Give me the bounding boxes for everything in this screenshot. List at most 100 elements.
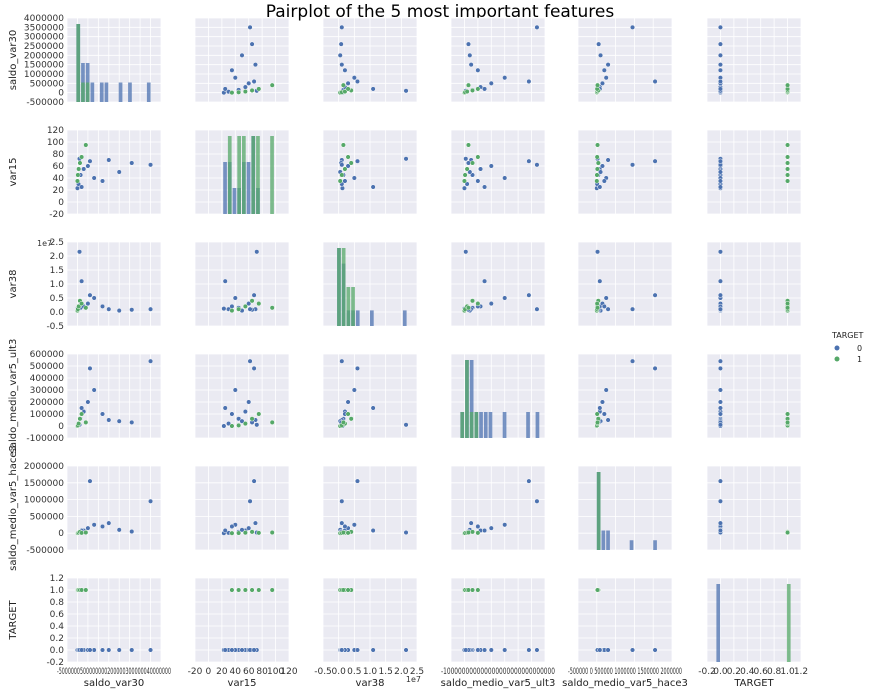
point-0 [345, 399, 351, 405]
point-0 [605, 62, 611, 68]
point-1 [236, 306, 242, 312]
point-1 [345, 587, 351, 593]
point-0 [717, 24, 723, 30]
panel-saldo_medio_var5_ult3-vs-saldo_medio_var5_hace3 [578, 354, 672, 438]
point-0 [76, 249, 83, 255]
point-0 [338, 41, 344, 47]
point-0 [717, 158, 723, 164]
point-1 [785, 160, 791, 166]
point-1 [249, 529, 255, 535]
y-tick-label: 2.0 [50, 252, 65, 262]
hist-bar-0 [104, 82, 109, 102]
point-0 [599, 399, 605, 405]
point-1 [75, 172, 81, 178]
point-1 [345, 530, 351, 536]
point-0 [652, 365, 658, 371]
point-0 [222, 278, 228, 284]
hist-bar-0 [223, 162, 227, 214]
hist-bar-1 [346, 287, 351, 326]
point-0 [87, 158, 93, 164]
y-axis-label: saldo_medio_var5_hace3 [8, 445, 19, 571]
point-0 [717, 365, 723, 371]
point-0 [339, 520, 345, 526]
point-0 [597, 405, 603, 411]
hist-bar-0 [535, 412, 540, 438]
panel-saldo_var30-vs-var15 [195, 18, 289, 102]
point-1 [340, 142, 346, 148]
x-axis-label: saldo_medio_var5_ult3 [441, 678, 556, 689]
point-0 [351, 387, 357, 393]
point-0 [91, 387, 97, 393]
point-0 [254, 249, 260, 255]
panel-saldo_medio_var5_hace3-vs-saldo_var30 [67, 466, 161, 550]
panel-saldo_medio_var5_ult3-vs-var15 [195, 354, 289, 438]
point-0 [339, 647, 345, 653]
point-1 [249, 298, 255, 304]
point-0 [482, 527, 488, 534]
point-1 [345, 411, 351, 417]
point-0 [488, 80, 494, 86]
point-0 [232, 387, 238, 393]
hist-bar-0 [232, 188, 237, 214]
point-1 [342, 166, 348, 172]
point-0 [247, 24, 253, 30]
hist-bar-1 [237, 136, 241, 214]
point-1 [475, 86, 481, 92]
point-0 [403, 529, 409, 536]
point-0 [342, 523, 348, 530]
panel-TARGET-vs-TARGET [707, 578, 801, 662]
point-0 [652, 78, 658, 85]
x-axis-label: saldo_medio_var5_hace3 [562, 678, 688, 689]
point-0 [251, 78, 257, 85]
point-0 [403, 647, 409, 653]
point-0 [595, 249, 601, 255]
x-axis-label: var38 [356, 678, 385, 689]
point-1 [340, 419, 346, 425]
point-0 [129, 528, 135, 535]
hist-bar-1 [251, 136, 256, 214]
point-1 [594, 172, 600, 178]
hist-bar-1 [351, 287, 355, 326]
point-0 [526, 78, 532, 85]
point-1 [256, 301, 262, 307]
point-0 [246, 525, 252, 531]
hist-bar-1 [85, 82, 90, 102]
point-1 [465, 142, 472, 148]
point-0 [116, 647, 122, 653]
point-0 [354, 478, 361, 484]
hist-bar-1 [469, 412, 474, 438]
hist-bar-1 [460, 412, 465, 438]
hist-bar-1 [474, 412, 479, 438]
hist-bar-0 [526, 412, 530, 438]
panel-saldo_medio_var5_hace3-vs-var15 [195, 466, 289, 550]
x-tick-label: 0.8 [767, 667, 782, 677]
point-1 [340, 587, 346, 593]
point-1 [242, 303, 248, 309]
x-tick-label: -20 [188, 667, 203, 677]
point-1 [595, 419, 601, 425]
point-0 [239, 647, 245, 653]
hist-bar-1 [337, 248, 341, 326]
point-0 [717, 520, 723, 526]
hist-bar-1 [270, 136, 274, 214]
point-0 [717, 411, 723, 417]
x-tick-label: 2.0 [394, 667, 409, 677]
point-0 [468, 62, 474, 68]
point-0 [99, 647, 106, 653]
y-tick-label: -500000 [26, 546, 64, 556]
point-0 [251, 365, 257, 371]
y-tick-label: 2500000 [24, 42, 64, 52]
hist-bar-0 [402, 310, 407, 326]
x-tick-label: -5000000500000000200000300000040000000 [57, 667, 171, 677]
point-0 [526, 478, 532, 484]
point-0 [534, 498, 540, 504]
point-1 [595, 160, 601, 166]
point-0 [99, 178, 106, 184]
point-0 [91, 647, 97, 653]
point-1 [83, 305, 89, 311]
hist-bar-1 [256, 136, 260, 214]
point-1 [242, 421, 248, 427]
y-tick-label: 3000000 [24, 33, 64, 43]
hist-bar-0 [128, 82, 132, 102]
hist-bar-0 [118, 82, 123, 102]
